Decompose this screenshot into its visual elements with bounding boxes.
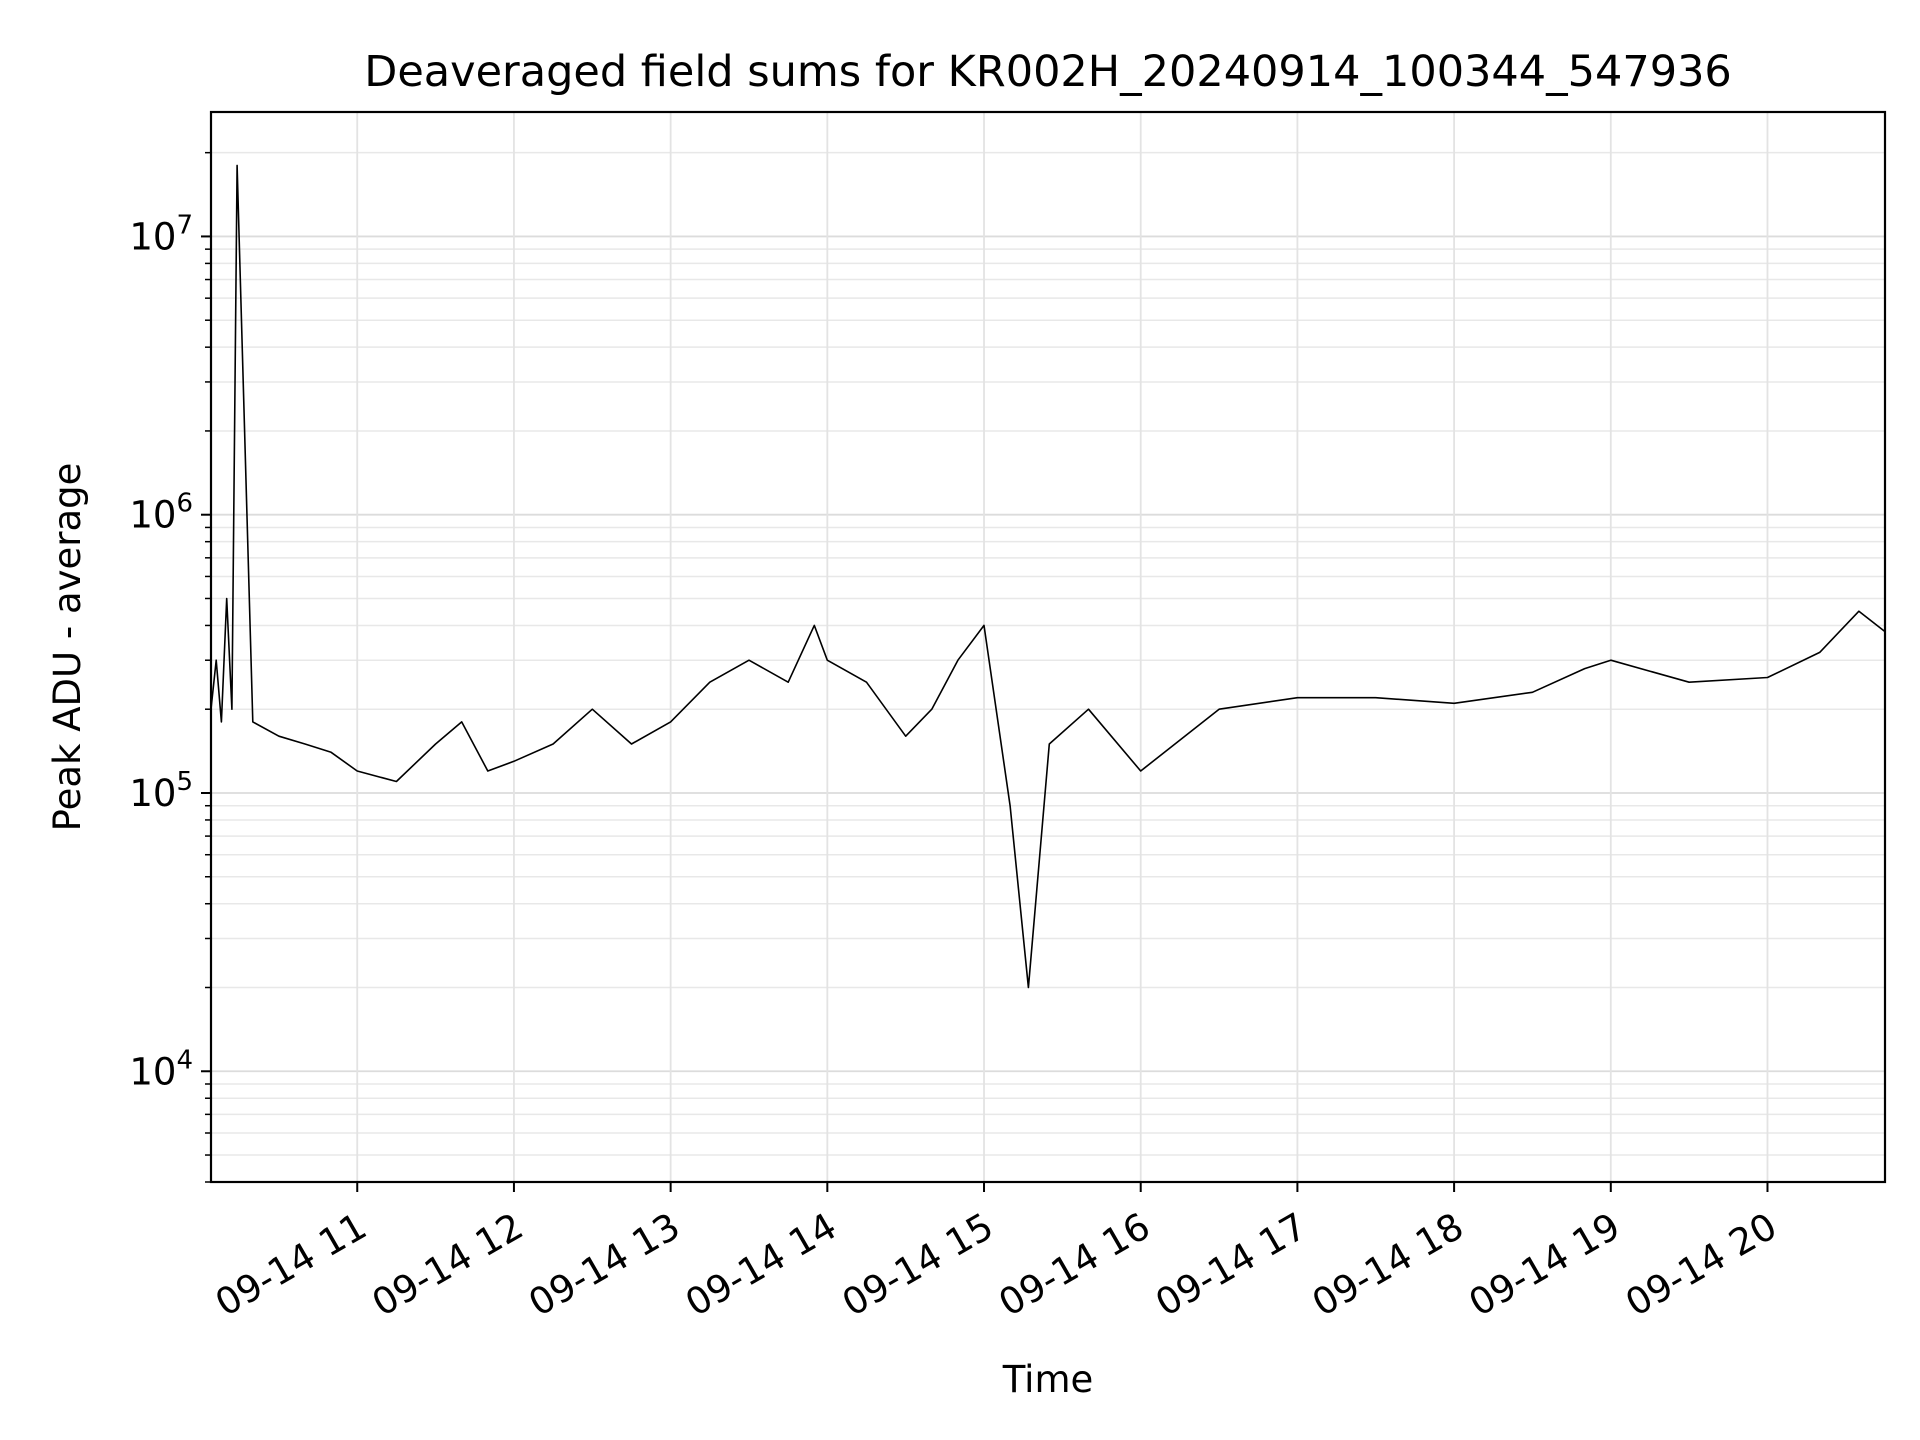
chart-title: Deaveraged field sums for KR002H_2024091…	[364, 47, 1732, 97]
plot-frame	[209, 110, 1887, 1184]
y-axis-ticks: 104 105 106 107	[129, 151, 211, 1183]
x-axis-label: Time	[1002, 1358, 1094, 1401]
series-line	[210, 164, 1886, 989]
grid	[211, 112, 1885, 1183]
y-tick-label: 104	[129, 1045, 193, 1093]
y-tick-label: 105	[129, 767, 193, 815]
y-tick-label: 107	[129, 210, 193, 258]
series-line-path	[210, 164, 1886, 989]
y-tick-label: 106	[129, 489, 193, 537]
y-axis-label: Peak ADU - average	[46, 463, 89, 832]
